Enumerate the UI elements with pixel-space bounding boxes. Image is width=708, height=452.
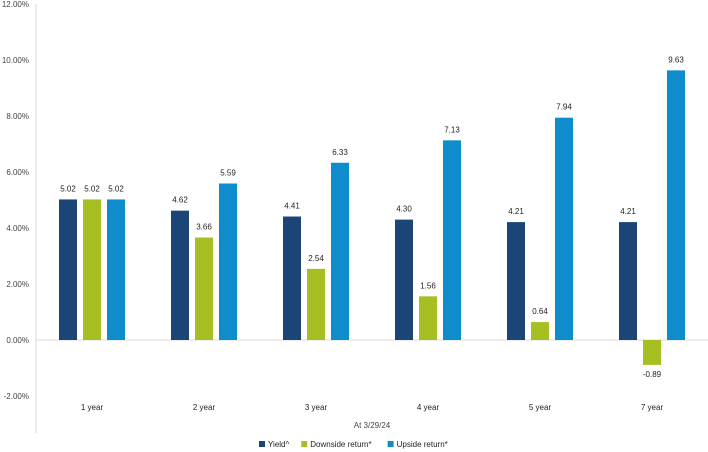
bar-upside-return-3-year — [331, 162, 349, 340]
legend-label: Yield^ — [268, 440, 289, 449]
data-label: 5.02 — [60, 184, 76, 193]
category-label: 5 year — [529, 403, 552, 412]
y-tick-label: 12.00% — [2, 0, 29, 9]
bar-yield-7-year — [619, 222, 637, 340]
bar-yield-2-year — [171, 210, 189, 340]
data-label: 3.66 — [196, 223, 212, 232]
category-label: 2 year — [193, 403, 216, 412]
y-tick-label: 4.00% — [6, 224, 29, 233]
data-label: 9.63 — [668, 55, 684, 64]
bar-upside-return-5-year — [555, 117, 573, 341]
data-label: -0.89 — [643, 370, 662, 379]
x-axis-title: At 3/29/24 — [354, 421, 391, 430]
category-labels: 1 year 2 year 3 year 4 year 5 year 7 year — [81, 403, 664, 412]
bar-yield-3-year — [283, 216, 301, 340]
bar-upside-return-7-year — [667, 70, 685, 341]
data-label: 1.56 — [420, 281, 436, 290]
data-label: 4.30 — [396, 205, 412, 214]
data-label: 5.02 — [84, 184, 100, 193]
y-tick-label: 8.00% — [6, 112, 29, 121]
data-label: 4.21 — [508, 207, 524, 216]
category-label: 4 year — [417, 403, 440, 412]
legend-swatch — [259, 441, 265, 447]
data-label: 6.33 — [332, 148, 348, 157]
y-tick-label: -2.00% — [4, 392, 29, 401]
legend-swatch — [387, 441, 394, 447]
data-label: 4.21 — [620, 207, 636, 216]
y-tick-label: 6.00% — [6, 168, 29, 177]
bar-series-group — [59, 70, 685, 365]
category-label: 1 year — [81, 403, 104, 412]
bar-yield-1-year — [59, 199, 77, 340]
y-tick-label: 2.00% — [6, 280, 29, 289]
data-label: 5.02 — [108, 184, 124, 193]
y-tick-label: 0.00% — [6, 336, 29, 345]
bar-upside-return-4-year — [443, 140, 461, 340]
data-label: 4.62 — [172, 196, 188, 205]
data-label: 2.54 — [308, 254, 324, 263]
data-label-group: 5.02 5.02 5.02 4.62 3.66 5.59 4.41 2.54 6.33 4.30… — [60, 55, 684, 379]
bar-downside-return-1-year — [83, 199, 101, 340]
bar-yield-4-year — [395, 219, 413, 340]
legend-label: Downside return* — [310, 440, 371, 449]
bar-upside-return-1-year — [107, 199, 125, 340]
data-label: 7.13 — [444, 125, 460, 134]
bar-downside-return-4-year — [419, 296, 437, 340]
data-label: 7.94 — [556, 103, 572, 112]
data-label: 5.59 — [220, 168, 236, 177]
bar-downside-return-7-year — [643, 340, 661, 365]
bar-downside-return-5-year — [531, 322, 549, 340]
legend: Yield^ Downside return* Upside return* — [259, 440, 448, 449]
category-label: 7 year — [641, 403, 664, 412]
category-label: 3 year — [305, 403, 328, 412]
bar-downside-return-3-year — [307, 268, 325, 340]
bar-upside-return-2-year — [219, 183, 237, 340]
y-tick-label: 10.00% — [2, 56, 29, 65]
legend-swatch — [301, 441, 308, 447]
y-tick-labels: -2.00% 0.00% 2.00% 4.00% 6.00% 8.00% 10.00% 12.… — [2, 0, 29, 401]
data-label: 4.41 — [284, 202, 300, 211]
data-label: 0.64 — [532, 307, 548, 316]
legend-label: Upside return* — [397, 440, 448, 449]
bar-downside-return-2-year — [195, 237, 213, 340]
bar-yield-5-year — [507, 222, 525, 340]
